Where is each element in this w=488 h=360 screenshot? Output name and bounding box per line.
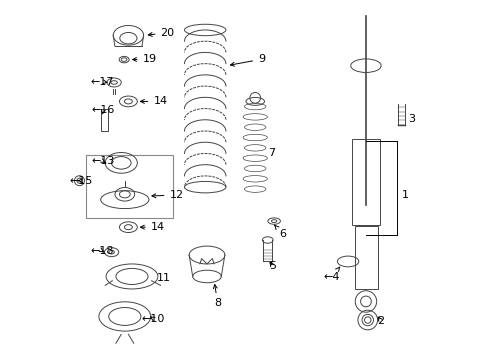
- Text: 7: 7: [267, 148, 274, 158]
- Text: ←18: ←18: [90, 246, 113, 256]
- Text: 8: 8: [213, 284, 221, 308]
- Text: 2: 2: [377, 316, 384, 326]
- Text: 11: 11: [157, 273, 171, 283]
- Text: ←15: ←15: [69, 176, 93, 186]
- Text: 14: 14: [140, 96, 167, 107]
- Text: 9: 9: [230, 54, 264, 66]
- Text: 19: 19: [132, 54, 157, 64]
- Text: 1: 1: [401, 190, 408, 200]
- Text: ←16: ←16: [91, 105, 115, 115]
- Text: 12: 12: [152, 190, 183, 200]
- Text: 6: 6: [274, 225, 286, 239]
- Text: ←4: ←4: [323, 267, 339, 282]
- Text: ←13: ←13: [91, 157, 115, 166]
- Text: 3: 3: [407, 113, 414, 123]
- Text: ←10: ←10: [142, 314, 164, 324]
- Text: 14: 14: [140, 222, 164, 232]
- Text: ←17: ←17: [91, 77, 114, 87]
- Bar: [101, 109, 108, 131]
- Text: 20: 20: [148, 28, 174, 38]
- Text: 5: 5: [269, 261, 276, 271]
